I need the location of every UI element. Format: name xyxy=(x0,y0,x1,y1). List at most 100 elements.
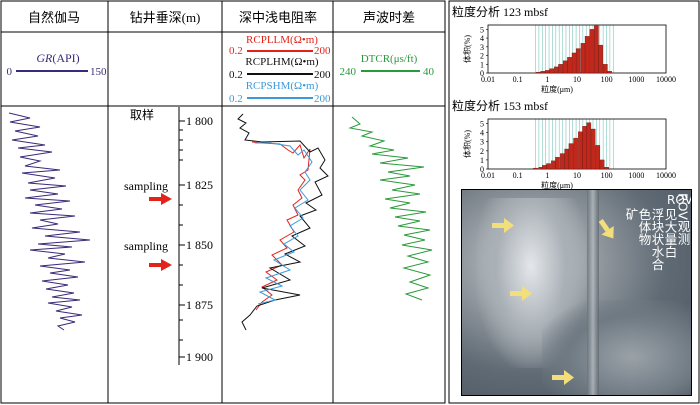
sampling-arrow-1 xyxy=(149,193,172,205)
grain-bar xyxy=(562,60,568,74)
grain-ytick-label: 3 xyxy=(480,138,484,147)
grain-bar xyxy=(546,163,551,170)
depth-tick-1900: 1 900 xyxy=(186,350,213,364)
sonic-min: 240 xyxy=(340,66,357,78)
grain-ylabel: 体积(%) xyxy=(462,35,472,63)
grain-bar xyxy=(607,71,612,74)
depth-tick-1875: 1 875 xyxy=(186,298,213,312)
grain-ytick-label: 2 xyxy=(480,147,484,156)
photo-arrows xyxy=(492,218,614,385)
grain-bar xyxy=(604,167,609,170)
sonic-max: 40 xyxy=(423,66,435,78)
grain-xtick-label: 1000 xyxy=(628,75,644,84)
sampling-arrow-2 xyxy=(149,259,172,271)
yellow-arrow-2 xyxy=(510,286,532,301)
grain-xtick-label: 100 xyxy=(601,171,613,180)
grain-xtick-label: 100 xyxy=(601,75,613,84)
depth-tick-1825: 1 825 xyxy=(186,178,213,192)
grain-bar xyxy=(553,66,559,74)
res-curve-1-name: RCPLLM(Ω•m) xyxy=(246,34,318,46)
res-curve-3-min: 0.2 xyxy=(229,93,243,105)
sonic-title: 声波时差 xyxy=(363,10,415,25)
rov-caption-title: ROV xyxy=(667,193,692,207)
grain-xtick-label: 10 xyxy=(573,75,581,84)
res-mid-curve xyxy=(237,113,329,331)
grain-chart-title: 粒度分析 153 mbsf xyxy=(452,98,548,113)
grain-bar xyxy=(573,137,578,170)
grain-xtick-label: 1 xyxy=(545,75,549,84)
res-curve-1-min: 0.2 xyxy=(229,45,243,57)
grain-ytick-label: 5 xyxy=(480,25,484,34)
grain-bar xyxy=(594,25,599,74)
gr-title: 自然伽马 xyxy=(28,10,80,25)
grain-bar xyxy=(571,52,577,74)
grain-ylabel: 体积(%) xyxy=(462,130,472,158)
grain-ytick-label: 3 xyxy=(480,43,484,52)
grain-bar xyxy=(567,57,572,74)
grain-bar xyxy=(540,71,546,74)
res-curve-2-max: 200 xyxy=(314,69,331,81)
gr-min: 0 xyxy=(7,66,13,78)
sonic-label: DTCR(μs/ft) xyxy=(361,53,418,65)
grain-bar xyxy=(586,122,592,170)
grain-bar xyxy=(545,70,550,74)
res-curve-2-name: RCPLHM(Ω•m) xyxy=(245,56,318,68)
yellow-arrow-1 xyxy=(492,218,514,233)
res-curve-1-max: 200 xyxy=(314,45,331,57)
grain-ytick-label: 0 xyxy=(480,165,484,174)
grain-bar xyxy=(598,44,603,74)
grain-bar xyxy=(578,131,583,170)
grain-bar xyxy=(603,64,608,74)
grain-bar xyxy=(599,159,605,170)
rov-caption-line-1: 见大量白 xyxy=(662,208,678,258)
gr-max: 150 xyxy=(90,66,107,78)
grain-bar xyxy=(564,148,569,170)
res-curve-3-max: 200 xyxy=(314,93,331,105)
grain-bar xyxy=(575,48,581,74)
sampling-label-1: sampling xyxy=(124,179,168,193)
rov-caption-line-2: 浮块状水合 xyxy=(649,208,665,271)
grain-ytick-label: 1 xyxy=(480,156,484,165)
grain-chart-title: 粒度分析 123 mbsf xyxy=(452,4,548,19)
res-shallow-curve xyxy=(255,142,313,305)
sample-label: 取样 xyxy=(130,107,154,122)
grain-bar xyxy=(580,43,586,74)
grain-bar xyxy=(595,145,601,170)
grain-xtick-label: 1 xyxy=(545,171,549,180)
grain-ytick-label: 0 xyxy=(480,69,484,78)
grain-xlabel: 粒度(μm) xyxy=(541,84,573,94)
grain-xtick-label: 10000 xyxy=(656,75,676,84)
drill-pipe xyxy=(587,190,599,395)
rov-caption-line-3: 色体物 xyxy=(636,208,652,246)
grain-bar xyxy=(542,165,547,170)
grain-ytick-label: 2 xyxy=(480,52,484,61)
sampling-label-2: sampling xyxy=(124,239,168,253)
depth-title: 钻井垂深(m) xyxy=(130,10,201,25)
grain-xtick-label: 0.01 xyxy=(481,75,495,84)
yellow-arrow-3 xyxy=(552,370,574,385)
grain-bar xyxy=(533,167,538,170)
res-title: 深中浅电阻率 xyxy=(239,10,317,25)
grain-xtick-label: 10 xyxy=(573,171,581,180)
res-curve-3-name: RCPSHM(Ω•m) xyxy=(246,80,319,92)
grain-ytick-label: 5 xyxy=(480,120,484,129)
grain-bar xyxy=(568,143,574,170)
rov-caption-line-4: 矿 xyxy=(623,208,639,221)
gr-label: GR(API) xyxy=(36,51,79,65)
grain-xtick-label: 1000 xyxy=(628,171,644,180)
grain-bar xyxy=(555,157,560,170)
grain-xtick-label: 0.1 xyxy=(513,75,523,84)
grain-bar xyxy=(549,68,554,74)
grain-bar xyxy=(536,71,541,74)
grain-bar xyxy=(589,29,595,74)
rov-caption-right: ROV观测 xyxy=(675,193,691,245)
grain-bar xyxy=(560,153,565,170)
rov-photo: ROV ROV观测 见大量白 浮块状水合 色体物 矿 xyxy=(461,189,692,396)
grain-xtick-label: 0.1 xyxy=(513,171,523,180)
grain-bar xyxy=(584,36,590,74)
res-legend: RCPLLM(Ω•m) 0.2 200 RCPLHM(Ω•m) 0.2 200 … xyxy=(229,34,331,105)
depth-tick-1850: 1 850 xyxy=(186,238,213,252)
